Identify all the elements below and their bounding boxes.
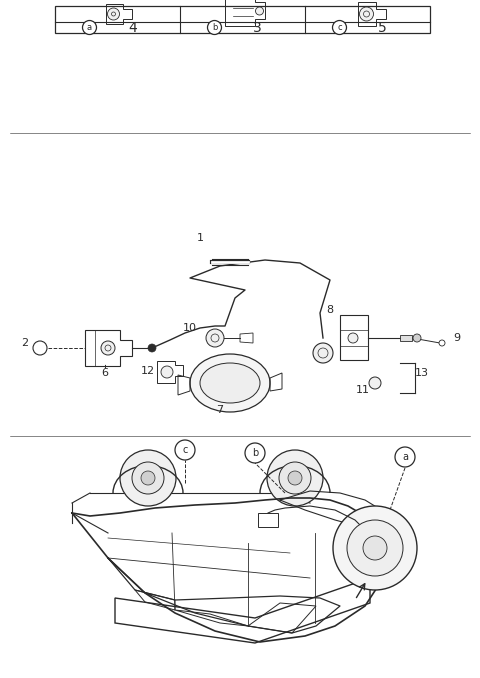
Text: 1: 1 bbox=[196, 233, 204, 243]
Text: 11: 11 bbox=[356, 385, 370, 395]
Circle shape bbox=[141, 471, 155, 485]
Circle shape bbox=[245, 443, 265, 463]
Ellipse shape bbox=[190, 354, 270, 412]
Text: a: a bbox=[87, 23, 92, 32]
Bar bbox=[340, 315, 368, 360]
Text: 3: 3 bbox=[253, 20, 262, 35]
Text: 5: 5 bbox=[378, 20, 387, 35]
Text: 8: 8 bbox=[326, 305, 334, 315]
Circle shape bbox=[279, 462, 311, 494]
Circle shape bbox=[395, 447, 415, 467]
Circle shape bbox=[108, 8, 120, 20]
Circle shape bbox=[369, 377, 381, 389]
Circle shape bbox=[348, 333, 358, 343]
Circle shape bbox=[360, 7, 373, 21]
Text: c: c bbox=[337, 23, 342, 32]
Ellipse shape bbox=[200, 363, 260, 403]
Text: c: c bbox=[182, 445, 188, 455]
Circle shape bbox=[288, 471, 302, 485]
Circle shape bbox=[267, 450, 323, 506]
Text: 9: 9 bbox=[454, 333, 461, 343]
Bar bbox=[400, 335, 412, 341]
Circle shape bbox=[33, 341, 47, 355]
Circle shape bbox=[83, 20, 96, 35]
Circle shape bbox=[439, 340, 445, 346]
Bar bbox=[258, 513, 278, 527]
Circle shape bbox=[413, 334, 421, 342]
Circle shape bbox=[161, 366, 173, 378]
Text: 6: 6 bbox=[101, 368, 108, 378]
Text: 10: 10 bbox=[183, 323, 197, 333]
Text: 4: 4 bbox=[128, 20, 137, 35]
Circle shape bbox=[333, 20, 347, 35]
Circle shape bbox=[255, 7, 264, 15]
Text: 12: 12 bbox=[141, 366, 155, 376]
Circle shape bbox=[333, 506, 417, 590]
Circle shape bbox=[120, 450, 176, 506]
Text: b: b bbox=[252, 448, 258, 458]
Circle shape bbox=[207, 20, 221, 35]
Circle shape bbox=[363, 536, 387, 560]
Text: b: b bbox=[212, 23, 217, 32]
Bar bbox=[55, 6, 430, 33]
Circle shape bbox=[148, 344, 156, 352]
Circle shape bbox=[347, 520, 403, 576]
Circle shape bbox=[175, 440, 195, 460]
Text: 13: 13 bbox=[415, 368, 429, 378]
Circle shape bbox=[132, 462, 164, 494]
Text: 7: 7 bbox=[216, 405, 224, 415]
Text: a: a bbox=[402, 452, 408, 462]
Circle shape bbox=[206, 329, 224, 347]
Circle shape bbox=[313, 343, 333, 363]
Text: 2: 2 bbox=[22, 338, 29, 348]
Circle shape bbox=[101, 341, 115, 355]
